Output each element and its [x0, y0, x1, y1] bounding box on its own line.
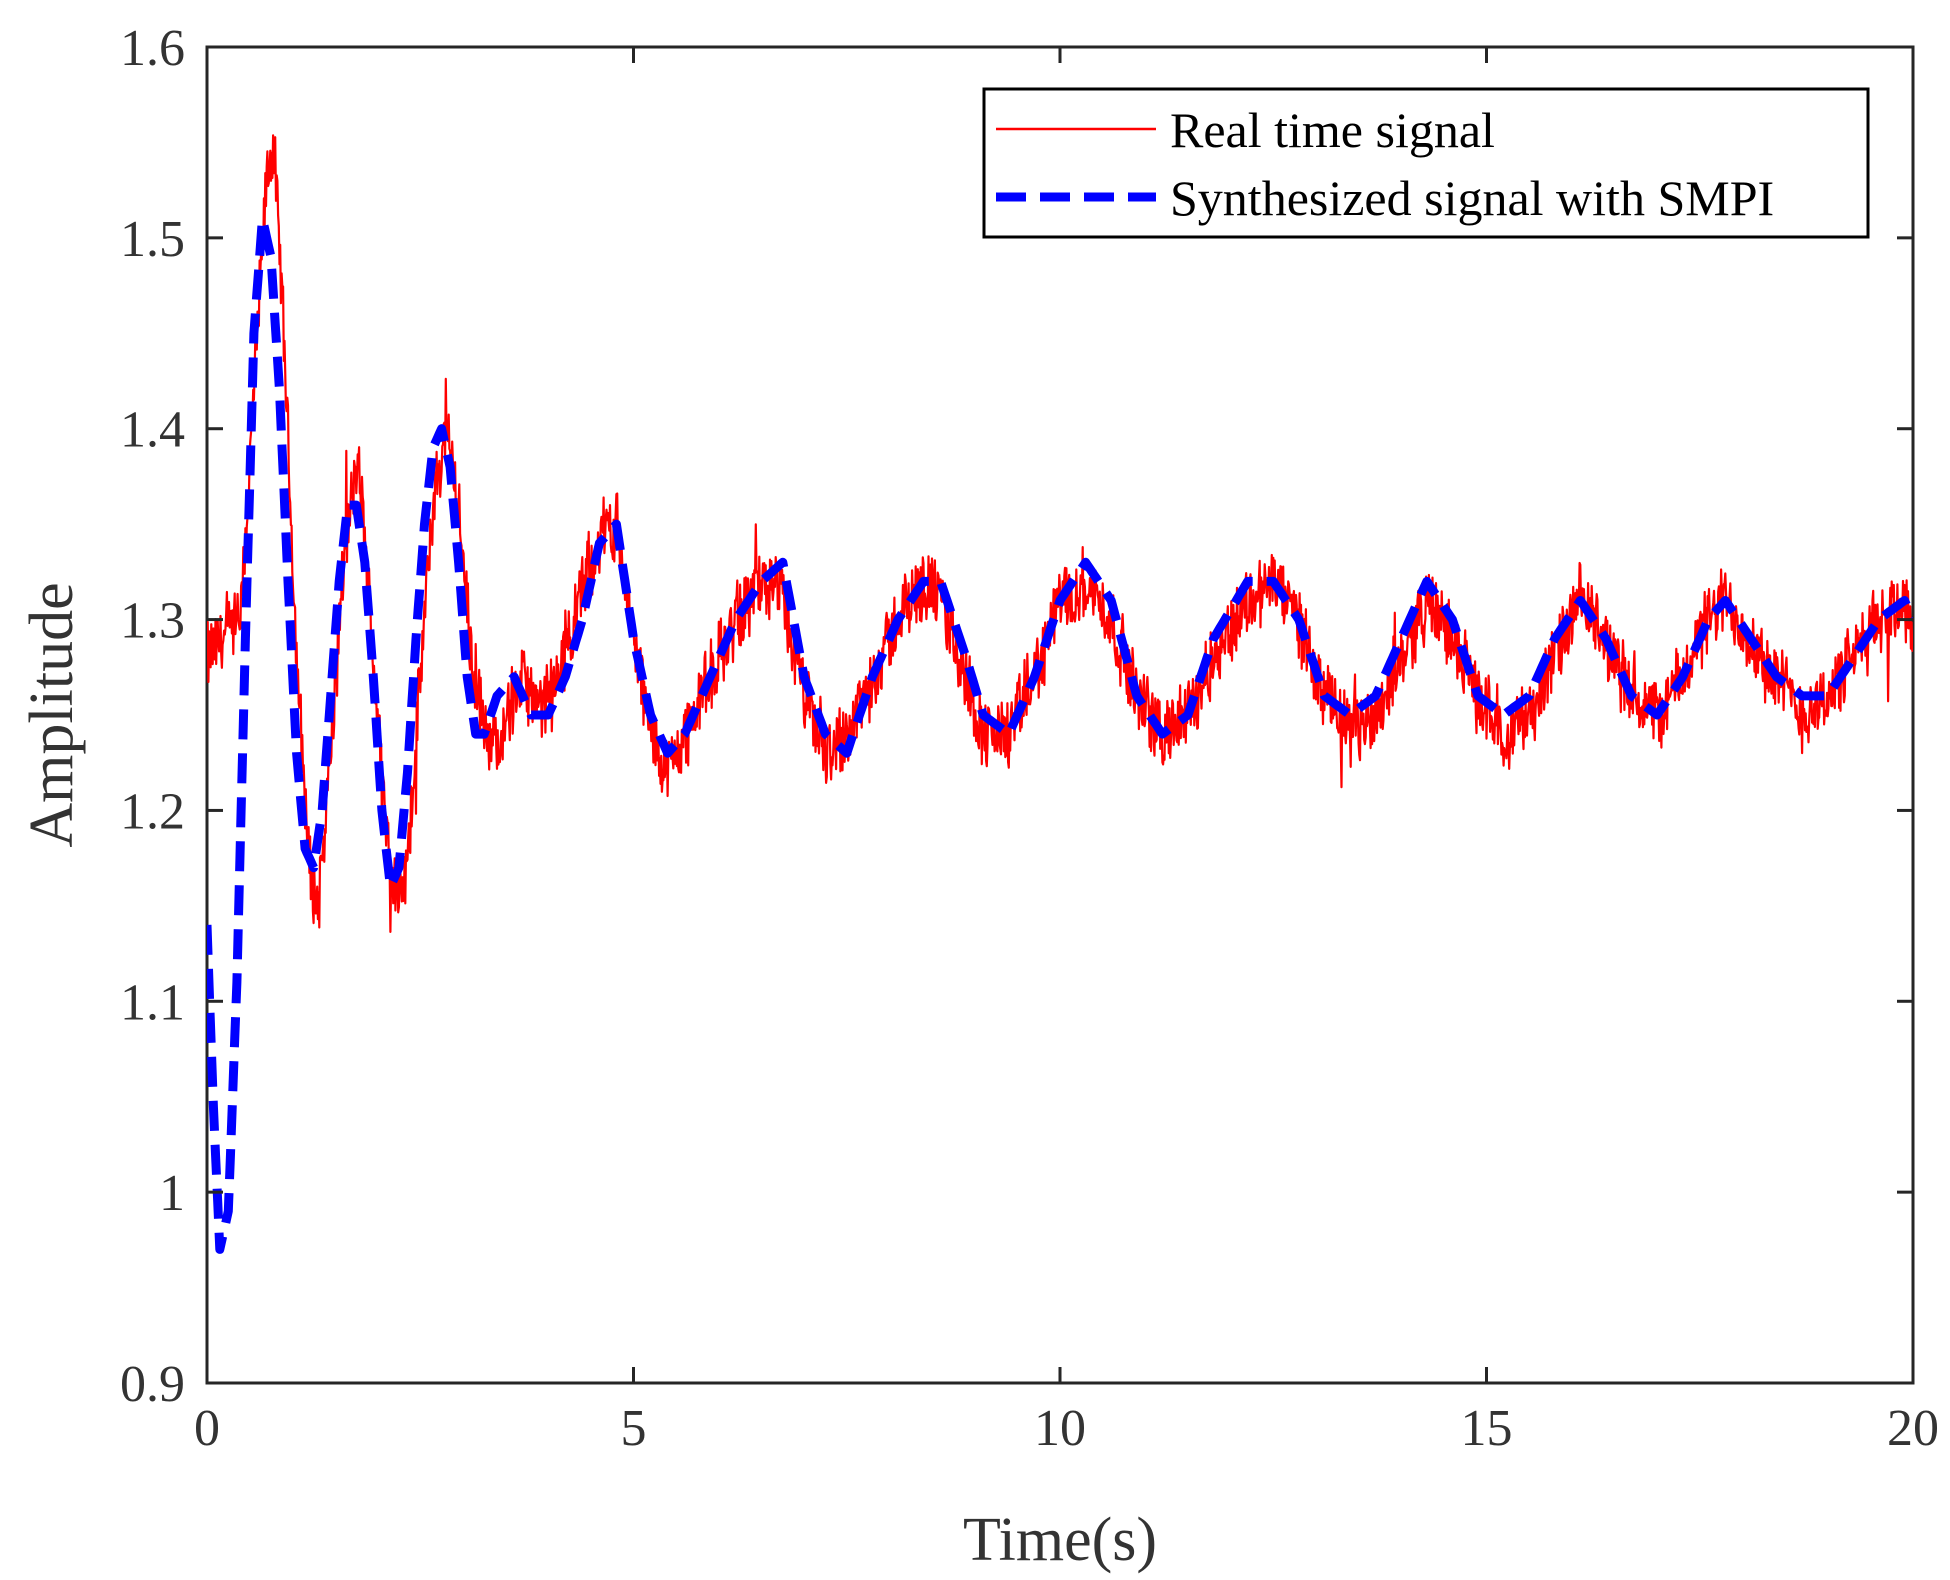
- y-tick-label: 1.2: [120, 783, 185, 840]
- x-tick-label: 20: [1887, 1400, 1939, 1457]
- y-tick-label: 1.3: [120, 593, 185, 650]
- axis-ticks: [205, 45, 1915, 1385]
- x-tick-label: 10: [1034, 1400, 1086, 1457]
- y-tick-label: 0.9: [120, 1356, 185, 1413]
- y-tick-label: 1.1: [120, 974, 185, 1031]
- x-tick-label: 5: [621, 1400, 647, 1457]
- legend-label-real-time-signal: Real time signal: [1170, 102, 1495, 158]
- series-line-real-time-signal: [207, 134, 1913, 933]
- series-line-synthesized-signal: [207, 214, 1913, 1254]
- plot-data-layer: [207, 134, 1913, 1254]
- legend-label-synthesized-signal: Synthesized signal with SMPI: [1170, 170, 1774, 226]
- axis-tick-labels: 0 5 10 15 20 0.9 1 1.1 1.2 1.3 1.4 1.5 1.6: [120, 20, 1939, 1457]
- y-tick-label: 1.5: [120, 211, 185, 268]
- y-tick-label: 1.4: [120, 402, 185, 459]
- x-axis-label: Time(s): [963, 1506, 1157, 1574]
- y-tick-label: 1: [159, 1165, 185, 1222]
- y-axis-label: Amplitude: [18, 582, 86, 847]
- legend-box: [982, 87, 1870, 239]
- x-tick-label: 15: [1461, 1400, 1513, 1457]
- legend: Real time signal Synthesized signal with…: [982, 87, 1870, 239]
- x-tick-label: 0: [194, 1400, 220, 1457]
- y-tick-label: 1.6: [120, 20, 185, 77]
